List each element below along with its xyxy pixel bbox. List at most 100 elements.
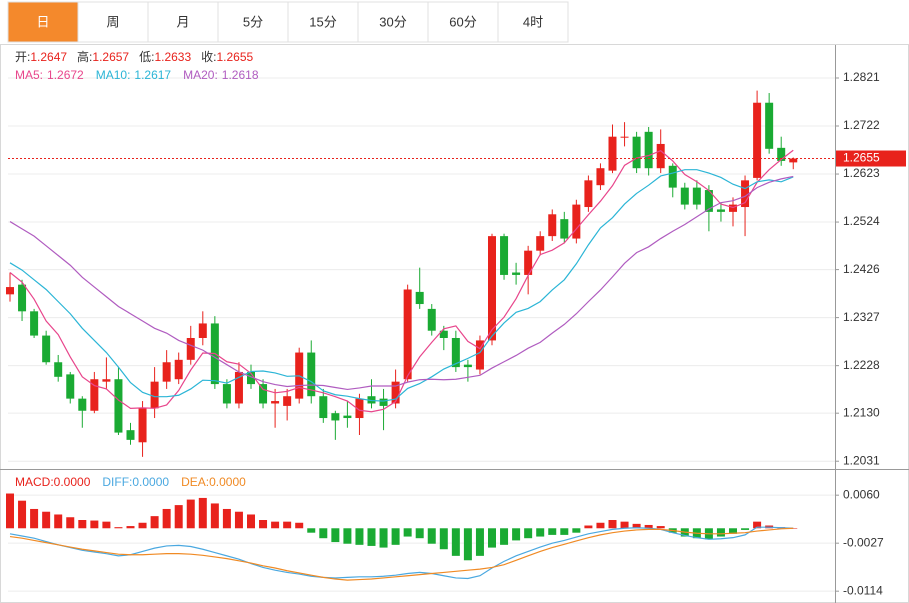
macd-bar [427, 528, 436, 544]
candle-body [548, 214, 557, 237]
candle-body [789, 158, 798, 163]
candle-body [403, 289, 412, 380]
macd-bar [283, 521, 292, 529]
macd-bar [102, 521, 111, 529]
candle-body [283, 396, 292, 406]
macd-bar [90, 520, 99, 529]
macd-bar [379, 528, 388, 548]
macd-bar [343, 528, 352, 544]
tab-label[interactable]: 60分 [449, 14, 476, 29]
ma-line [9, 175, 794, 391]
candle-body [668, 165, 677, 188]
tab[interactable] [7, 1, 79, 43]
candle-body [777, 147, 786, 161]
legend-name: DEA: [181, 475, 209, 489]
info-value: 1.2655 [216, 50, 253, 64]
macd-legend: MACD:0.0000 DIFF:0.0000 DEA:0.0000 [15, 475, 246, 489]
macd-bar [319, 528, 328, 539]
y-tick-label: 0.0060 [843, 487, 880, 501]
candle-body [30, 311, 39, 336]
candle-body [331, 413, 340, 421]
tab[interactable] [287, 1, 359, 43]
ohlc-info: 开:1.2647 高:1.2657 低:1.2633 收:1.2655 [15, 49, 254, 64]
tab-label[interactable]: 5分 [243, 14, 263, 29]
candle-body [500, 236, 509, 275]
candle-body [174, 359, 183, 380]
macd-bar [729, 528, 737, 534]
macd-bar [259, 520, 268, 529]
candle-body [343, 415, 352, 419]
tab-label[interactable]: 15分 [309, 14, 336, 29]
macd-bar [186, 499, 195, 529]
candle-body [42, 335, 51, 363]
legend-value: 1.2672 [47, 68, 84, 82]
tab-bar: 日 周 月 5分 15分 30分 60分 4时 [7, 1, 569, 43]
macd-bar [78, 520, 87, 529]
tab-label[interactable]: 周 [106, 14, 119, 29]
macd-bar [463, 528, 472, 561]
candle-body [66, 374, 75, 399]
candle-body [704, 190, 713, 212]
tab[interactable] [217, 1, 289, 43]
candle-body [114, 379, 123, 433]
ma-legend: MA5: 1.2672 MA10: 1.2617 MA20: 1.2618 [15, 68, 259, 82]
candle-body [307, 352, 316, 397]
candle-body [319, 396, 328, 419]
tab-label[interactable]: 月 [176, 14, 189, 29]
y-tick-label: 1.2821 [843, 70, 880, 84]
macd-bar [234, 511, 243, 529]
candle-body [222, 384, 231, 404]
tab[interactable] [147, 1, 219, 43]
macd-bar [66, 517, 75, 529]
macd-bar [367, 528, 376, 546]
macd-bar [548, 528, 557, 535]
macd-bar [271, 521, 280, 529]
tab-label[interactable]: 4时 [523, 14, 543, 29]
candle-body [379, 398, 388, 406]
macd-bar [138, 522, 147, 529]
candle-body [524, 250, 533, 275]
macd-bar [560, 528, 569, 535]
candle-body [391, 381, 400, 404]
macd-bar [295, 522, 304, 529]
macd-line [9, 527, 794, 581]
macd-bar [18, 500, 27, 529]
tab[interactable] [357, 1, 429, 43]
macd-bar [475, 528, 484, 556]
legend-value: 0.0000 [54, 475, 91, 489]
macd-bar [403, 528, 412, 537]
candle-body [475, 340, 484, 370]
candle-body [584, 180, 593, 208]
candle-body [415, 291, 424, 305]
macd-bar [331, 528, 340, 543]
tab-label[interactable]: 30分 [379, 14, 406, 29]
tab[interactable] [427, 1, 499, 43]
candle-body [247, 371, 255, 385]
ma-line [9, 149, 794, 413]
candle-body [620, 136, 629, 138]
candle-body [512, 272, 521, 275]
candle-body [560, 219, 569, 239]
y-tick-label: 1.2031 [843, 453, 880, 467]
last-price-label: 1.2655 [843, 151, 880, 165]
macd-bar [524, 528, 533, 539]
y-tick-label: 1.2228 [843, 358, 880, 372]
candle-body [162, 362, 171, 382]
macd-bar [42, 511, 51, 529]
legend-name: MA5: [15, 68, 43, 82]
macd-bar [656, 526, 665, 529]
candle-body [644, 131, 653, 169]
macd-bar [174, 505, 183, 529]
candle-body [186, 337, 195, 360]
candle-body [18, 284, 27, 312]
macd-bar [198, 497, 207, 529]
candle-body [716, 209, 725, 212]
candle-body [126, 430, 135, 440]
macd-bar [500, 528, 509, 545]
tab-label[interactable]: 日 [36, 14, 49, 29]
candle-body [259, 384, 268, 404]
candle-body [90, 379, 99, 411]
candle-body [138, 408, 147, 443]
tab[interactable] [497, 1, 569, 43]
candle-body [741, 180, 750, 208]
